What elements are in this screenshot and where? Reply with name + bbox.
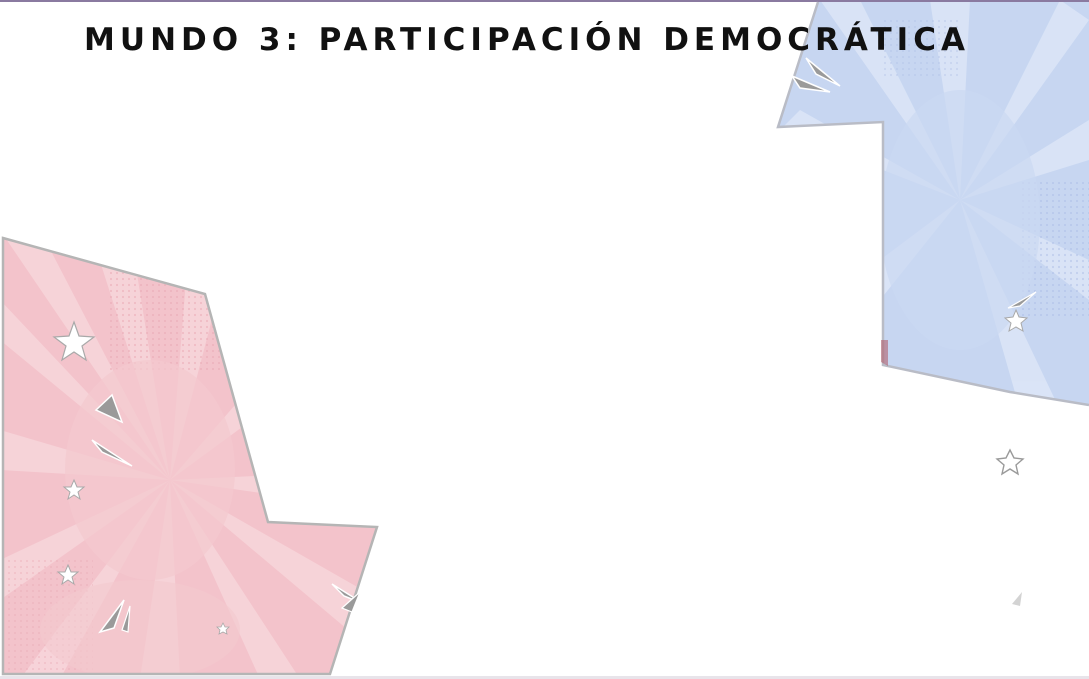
star-icon — [216, 622, 230, 635]
top-rule — [0, 0, 1089, 2]
shard-icon — [98, 599, 131, 634]
star-icon — [56, 563, 80, 586]
shard-icon — [91, 439, 133, 467]
shard-icon — [789, 57, 841, 93]
slide-title: MUNDO 3: PARTICIPACIÓN DEMOCRÁTICA — [84, 22, 970, 58]
pink-comic-panel — [1, 236, 379, 676]
blue-comic-panel — [776, 1, 1089, 407]
shard-icon — [94, 393, 124, 424]
star-icon — [52, 320, 96, 362]
star-outline-icon — [995, 448, 1025, 476]
bottom-rule — [0, 676, 1089, 679]
panel-edge — [881, 340, 888, 366]
shard-icon — [1007, 291, 1037, 309]
shard-icon — [331, 583, 365, 613]
star-icon — [62, 478, 86, 501]
star-icon — [1003, 308, 1029, 333]
shard-icon — [1012, 592, 1022, 606]
